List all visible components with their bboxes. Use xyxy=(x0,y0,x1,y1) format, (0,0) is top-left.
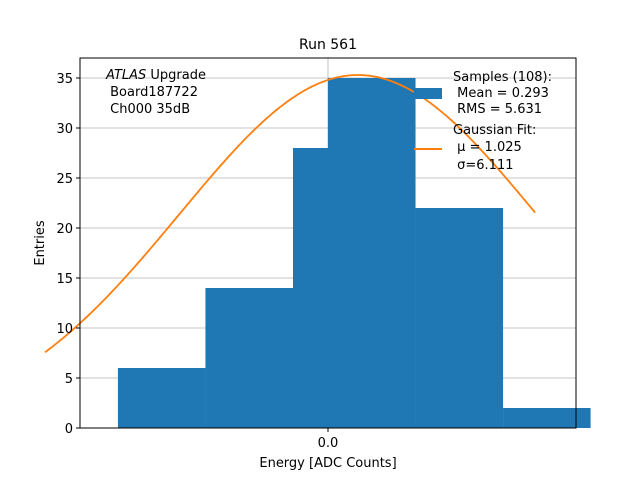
histogram-bar-5 xyxy=(415,208,504,428)
y-axis-ticks: 0 5 10 15 20 25 30 35 xyxy=(56,72,80,437)
y-tick-label-0: 0 xyxy=(65,422,73,437)
legend-fit-line-2: μ = 1.025 xyxy=(453,140,522,155)
histogram-bars xyxy=(117,78,591,428)
histogram-bar-2 xyxy=(205,288,293,428)
y-axis-label: Entries xyxy=(33,220,48,266)
annotation-line-1: ATLAS Upgrade xyxy=(105,68,206,83)
y-tick-label-10: 10 xyxy=(56,322,73,337)
legend-samples-patch xyxy=(414,88,442,99)
x-axis-ticks: 0.0 xyxy=(318,428,339,451)
legend-fit-line-1: Gaussian Fit: xyxy=(453,123,536,138)
legend-fit-line-3: σ=6.111 xyxy=(453,158,513,173)
x-tick-label-0.0: 0.0 xyxy=(318,436,339,451)
legend: Samples (108): Mean = 0.293 RMS = 5.631 … xyxy=(414,70,552,173)
histogram-bar-6 xyxy=(503,408,591,428)
gaussian-fit-curve xyxy=(44,74,536,354)
y-tick-label-5: 5 xyxy=(65,372,73,387)
annotation-line-3: Ch000 35dB xyxy=(106,102,190,117)
chart-title: Run 561 xyxy=(299,37,357,53)
legend-samples-line-2: Mean = 0.293 xyxy=(453,86,549,101)
annotation-line-2: Board187722 xyxy=(106,85,198,100)
legend-samples-line-3: RMS = 5.631 xyxy=(453,102,542,117)
atlas-annotation: ATLAS Upgrade Board187722 Ch000 35dB xyxy=(105,68,206,117)
histogram-bar-1 xyxy=(117,368,206,428)
y-tick-label-25: 25 xyxy=(56,172,73,187)
y-tick-label-30: 30 xyxy=(56,122,73,137)
annotation-atlas-italic: ATLAS xyxy=(105,68,146,83)
gaussian-fit xyxy=(44,74,536,354)
annotation-upgrade-text: Upgrade xyxy=(146,68,206,83)
histogram-bar-4 xyxy=(328,78,416,428)
y-tick-label-20: 20 xyxy=(56,222,73,237)
y-tick-label-15: 15 xyxy=(56,272,73,287)
legend-samples-line-1: Samples (108): xyxy=(453,70,552,85)
y-tick-label-35: 35 xyxy=(56,72,73,87)
x-axis-label: Energy [ADC Counts] xyxy=(259,456,396,471)
histogram-bar-3 xyxy=(292,148,328,428)
